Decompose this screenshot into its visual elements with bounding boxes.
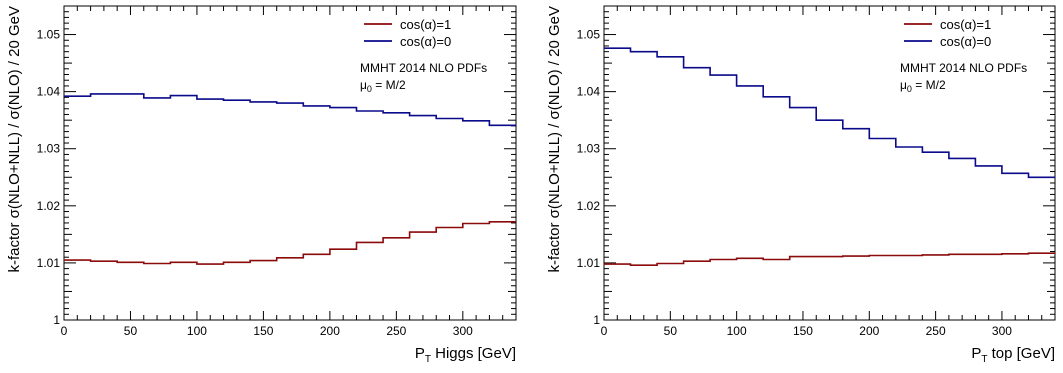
legend-label: cos(α)=1	[400, 17, 451, 32]
y-tick-label: 1.02	[37, 199, 61, 213]
y-tick-label: 1.05	[37, 28, 61, 42]
annotation-pdf: MMHT 2014 NLO PDFs	[360, 61, 487, 75]
y-tick-label: 1.05	[577, 28, 601, 42]
y-tick-label: 1.04	[37, 85, 61, 99]
y-tick-label: 1.03	[577, 142, 601, 156]
x-tick-label: 200	[859, 324, 879, 338]
legend-label: cos(α)=0	[940, 34, 991, 49]
x-tick-label: 250	[386, 324, 406, 338]
x-axis-label: PT top [GeV]	[971, 345, 1055, 365]
series-cos-alpha-0-line	[64, 93, 516, 127]
x-tick-label: 50	[664, 324, 678, 338]
x-tick-label: 50	[124, 324, 138, 338]
panel-2: 0 50 100 150 200 250 300 1 1.01 1.02 1.03 1.04 1.05 c…	[546, 5, 1056, 365]
y-tick-label: 1.01	[37, 256, 61, 270]
series-cos-alpha-1-line	[64, 221, 516, 265]
x-tick-label: 150	[793, 324, 813, 338]
legend-label: cos(α)=0	[400, 34, 451, 49]
x-tick-label: 150	[253, 324, 273, 338]
series-cos-alpha-1-line	[604, 252, 1055, 266]
annotation-scale: μ0 = M/2	[900, 78, 946, 94]
panel-1: 0 50 100 150 200 250 300 1 1.01 1.02 1.03 1.04 1.05 c…	[6, 5, 517, 365]
y-tick-label: 1.04	[577, 85, 601, 99]
y-tick-label: 1.01	[577, 256, 601, 270]
x-tick-label: 200	[320, 324, 340, 338]
x-tick-label: 100	[727, 324, 747, 338]
x-tick-label: 300	[992, 324, 1012, 338]
plot-frame	[603, 5, 1056, 321]
x-tick-label: 0	[61, 324, 68, 338]
y-tick-label: 1	[53, 313, 60, 327]
y-axis-label: k-factor σ(NLO+NLL) / σ(NLO) / 20 GeV	[6, 6, 23, 273]
y-axis-label: k-factor σ(NLO+NLL) / σ(NLO) / 20 GeV	[546, 6, 563, 273]
y-tick-label: 1.02	[577, 199, 601, 213]
x-tick-label: 300	[453, 324, 473, 338]
x-tick-label: 100	[187, 324, 207, 338]
x-tick-label: 250	[926, 324, 946, 338]
legend-label: cos(α)=1	[940, 17, 991, 32]
y-tick-label: 1	[593, 313, 600, 327]
series-cos-alpha-0-line	[604, 47, 1055, 179]
plot-frame	[63, 5, 517, 321]
x-axis-label: PT Higgs [GeV]	[415, 345, 516, 365]
x-tick-label: 0	[601, 324, 608, 338]
annotation-pdf: MMHT 2014 NLO PDFs	[900, 61, 1027, 75]
annotation-scale: μ0 = M/2	[360, 78, 406, 94]
y-tick-label: 1.03	[37, 142, 61, 156]
